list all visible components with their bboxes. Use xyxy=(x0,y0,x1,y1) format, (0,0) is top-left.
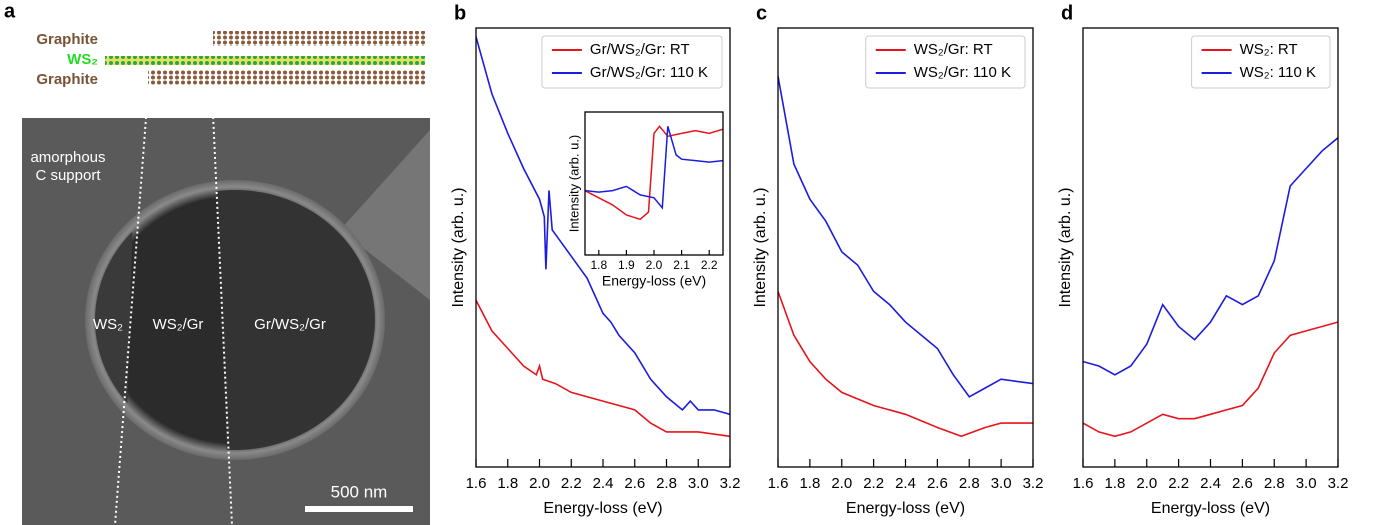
x-tick-label: 2.8 xyxy=(1264,475,1285,492)
data-line xyxy=(476,299,730,438)
schematic-label: Graphite xyxy=(36,71,98,88)
region-label: WS₂/Gr xyxy=(153,316,204,333)
panel-label: d xyxy=(1061,2,1073,24)
legend-label: WS₂: RT xyxy=(1240,41,1298,58)
panel-label: b xyxy=(454,2,466,24)
x-tick-label: 2.6 xyxy=(927,475,948,492)
graphite-top xyxy=(213,31,425,46)
data-line xyxy=(778,291,1033,438)
panel-label: c xyxy=(756,2,767,24)
scale-bar xyxy=(305,506,413,512)
x-tick-label: 2.2 xyxy=(1168,475,1189,492)
data-line xyxy=(1083,321,1338,438)
x-tick-label: 1.6 xyxy=(1073,475,1094,492)
axes-frame xyxy=(777,27,1034,468)
legend-box xyxy=(541,35,723,89)
x-tick-label: 3.0 xyxy=(991,475,1012,492)
boundary xyxy=(211,91,233,525)
legend: WS₂/Gr: RT WS₂/Gr: 110 K xyxy=(865,35,1026,89)
data-line xyxy=(1083,137,1338,376)
x-tick-label: 3.2 xyxy=(1023,475,1044,492)
x-tick-label: 1.6 xyxy=(768,475,789,492)
ws2-layer xyxy=(105,56,425,65)
x-tick-label: 2.8 xyxy=(959,475,980,492)
data-line xyxy=(585,125,723,221)
legend-label: Gr/WS₂/Gr: 110 K xyxy=(590,64,708,81)
x-axis-label: Energy-loss (eV) xyxy=(543,500,662,517)
y-axis-label: Intensity (arb. u.) xyxy=(752,187,769,307)
data-line xyxy=(778,76,1033,398)
x-axis-label: Energy-loss (eV) xyxy=(602,273,706,289)
y-axis-label: Intensity (arb. u.) xyxy=(450,187,467,307)
x-tick-label: 2.4 xyxy=(1200,475,1221,492)
x-tick-label: 2.0 xyxy=(529,475,550,492)
region-label: Gr/WS₂/Gr xyxy=(254,316,326,333)
scale-bar-label: 500 nm xyxy=(331,482,388,501)
data-line xyxy=(476,36,730,416)
region-label: WS₂ xyxy=(93,316,123,333)
x-tick-label: 2.8 xyxy=(656,475,677,492)
y-axis-label: Intensity (arb. u.) xyxy=(1057,187,1074,307)
x-tick-label: 2.6 xyxy=(624,475,645,492)
x-tick-label: 2.2 xyxy=(561,475,582,492)
panel-label: a xyxy=(4,0,16,22)
x-tick-label: 1.8 xyxy=(1104,475,1125,492)
x-tick-label: 2.0 xyxy=(646,258,663,272)
x-tick-label: 1.8 xyxy=(497,475,518,492)
x-axis-label: Energy-loss (eV) xyxy=(846,500,965,517)
y-axis-label: Intensity (arb. u.) xyxy=(566,135,581,233)
x-tick-label: 2.4 xyxy=(895,475,916,492)
legend-label: WS₂/Gr: 110 K xyxy=(914,64,1011,81)
support-edge xyxy=(340,130,430,300)
data-line xyxy=(585,126,723,210)
legend: Gr/WS₂/Gr: RT Gr/WS₂/Gr: 110 K xyxy=(541,35,723,89)
x-tick-label: 3.0 xyxy=(688,475,709,492)
axes-frame xyxy=(1082,27,1339,468)
x-tick-label: 2.1 xyxy=(673,258,690,272)
x-tick-label: 3.2 xyxy=(1328,475,1349,492)
panel-a: a Graphite WS₂ Graphite amorphous C supp… xyxy=(4,0,430,525)
boundary xyxy=(114,91,149,525)
x-tick-label: 2.2 xyxy=(863,475,884,492)
x-tick-label: 2.2 xyxy=(701,258,718,272)
support-label: C support xyxy=(35,167,101,184)
legend: WS₂: RT WS₂: 110 K xyxy=(1191,35,1331,89)
schematic-label: WS₂ xyxy=(67,51,98,68)
x-tick-label: 2.0 xyxy=(831,475,852,492)
schematic-label: Graphite xyxy=(36,31,98,48)
x-tick-label: 1.8 xyxy=(590,258,607,272)
x-tick-label: 1.8 xyxy=(799,475,820,492)
x-tick-label: 3.0 xyxy=(1296,475,1317,492)
support-label: amorphous xyxy=(30,149,105,166)
x-tick-label: 3.2 xyxy=(720,475,741,492)
graphite-bottom xyxy=(148,70,425,85)
x-tick-label: 2.6 xyxy=(1232,475,1253,492)
legend-label: WS₂: 110 K xyxy=(1240,64,1316,81)
x-axis-label: Energy-loss (eV) xyxy=(1151,500,1270,517)
x-tick-label: 2.0 xyxy=(1136,475,1157,492)
x-tick-label: 2.4 xyxy=(593,475,614,492)
legend-label: WS₂/Gr: RT xyxy=(914,41,993,58)
x-tick-label: 1.6 xyxy=(466,475,487,492)
x-tick-label: 1.9 xyxy=(618,258,635,272)
legend-label: Gr/WS₂/Gr: RT xyxy=(590,41,690,58)
